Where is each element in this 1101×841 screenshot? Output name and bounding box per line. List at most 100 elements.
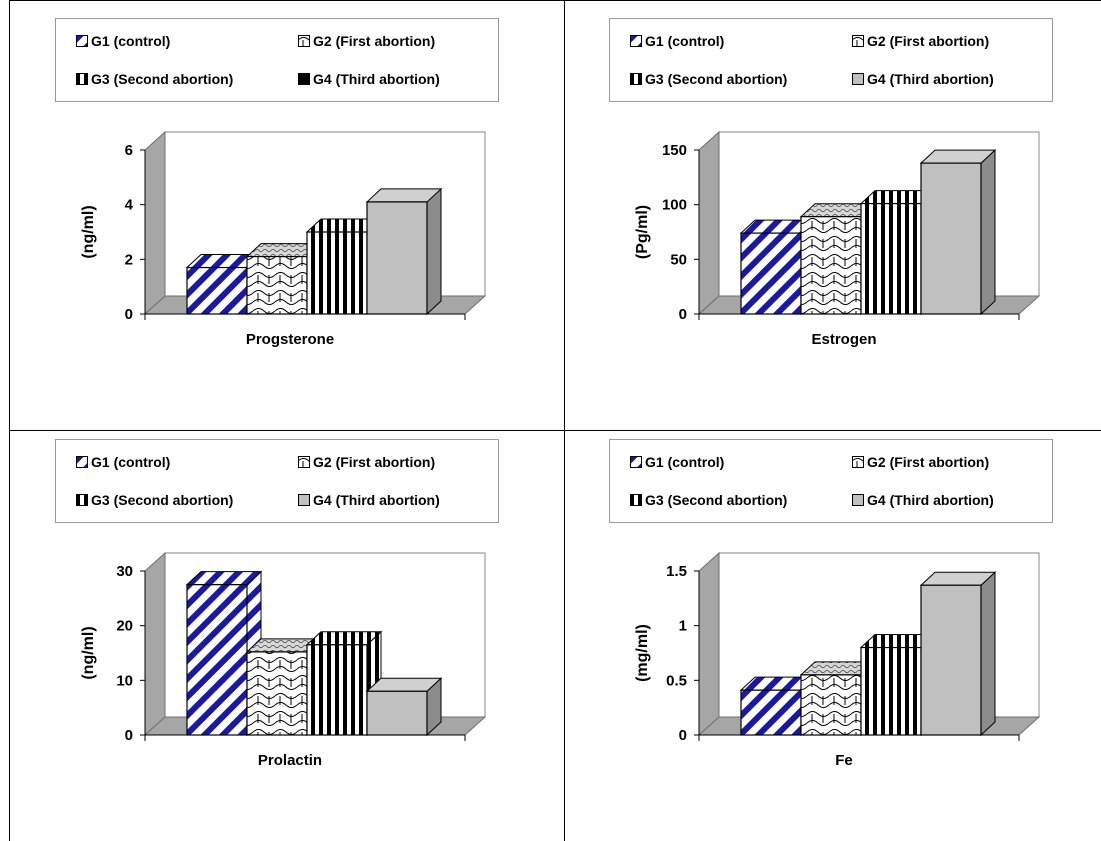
bar-g4: [365, 677, 443, 737]
y-tick-label: 6: [125, 142, 133, 159]
bar-front-g2: [246, 256, 308, 315]
legend-swatch-g4: [852, 73, 864, 85]
legend-swatch-g3: [76, 494, 88, 506]
legend-item-g1: G1 (control): [76, 33, 170, 49]
legend-swatch-g1: [630, 456, 642, 468]
y-axis-label: (mg/ml): [634, 624, 651, 682]
chart-side-wall: [698, 551, 720, 737]
y-tick-label: 1.5: [666, 563, 687, 580]
chart-legend: G1 (control) G2 (First abortion) G3 (Sec…: [55, 439, 499, 523]
chart-panel-fe: G1 (control) G2 (First abortion) G3 (Sec…: [609, 439, 1079, 829]
legend-swatch-g4: [298, 73, 310, 85]
x-category-label: Prolactin: [258, 752, 322, 769]
y-tick-label: 0: [679, 727, 687, 744]
bar-front-g1: [186, 266, 248, 315]
legend-item-g4: G4 (Third abortion): [852, 71, 994, 87]
figure-frame: [9, 0, 1101, 841]
bar-front-g4: [366, 201, 428, 315]
legend-swatch-g1: [76, 456, 88, 468]
frame-top-border: [9, 0, 1101, 1]
bar-front-g2: [800, 216, 862, 315]
legend-item-g3: G3 (Second abortion): [76, 71, 233, 87]
chart-side-wall: [698, 130, 720, 316]
chart-svg: 0 0.5 1 1.5 (mg/ml) Fe: [634, 551, 1041, 769]
x-category-label: Fe: [835, 752, 853, 769]
legend-label-g1: G1 (control): [645, 454, 725, 470]
bar-front-g4: [920, 584, 982, 736]
chart-legend: G1 (control) G2 (First abortion) G3 (Sec…: [609, 439, 1053, 523]
bar-side-g4: [426, 187, 442, 316]
legend-swatch-g4: [298, 494, 310, 506]
bar-front-g3: [860, 646, 922, 736]
y-axis-label: (ng/ml): [80, 626, 97, 679]
bar-front-g2: [246, 651, 308, 736]
chart-svg: 0 10 20 30 (ng/ml) Prolactin: [80, 551, 487, 769]
legend-label-g3: G3 (Second abortion): [91, 492, 234, 508]
chart-panel-prolactin: G1 (control) G2 (First abortion) G3 (Sec…: [55, 439, 525, 829]
legend-label-g3: G3 (Second abortion): [645, 492, 788, 508]
bar-front-g4: [366, 690, 428, 736]
legend-label-g2: G2 (First abortion): [867, 454, 990, 470]
y-tick-label: 30: [116, 563, 133, 580]
legend-swatch-g3: [630, 494, 642, 506]
legend-item-g4: G4 (Third abortion): [298, 71, 440, 87]
legend-swatch-g4: [852, 494, 864, 506]
legend-label-g4: G4 (Third abortion): [867, 492, 994, 508]
legend-swatch-g2: [298, 35, 310, 47]
y-tick-label: 0.5: [666, 672, 687, 689]
legend-swatch-g2: [852, 35, 864, 47]
legend-label-g2: G2 (First abortion): [867, 33, 990, 49]
legend-label-g4: G4 (Third abortion): [313, 71, 440, 87]
legend-label-g3: G3 (Second abortion): [91, 71, 234, 87]
legend-label-g4: G4 (Third abortion): [313, 492, 440, 508]
frame-middle-vertical: [564, 0, 565, 841]
x-category-label: Progsterone: [246, 331, 334, 348]
legend-swatch-g3: [76, 73, 88, 85]
bar-front-g4: [920, 162, 982, 315]
bar-g3: [305, 630, 383, 737]
frame-left-border: [9, 0, 10, 841]
legend-item-g4: G4 (Third abortion): [298, 492, 440, 508]
legend-label-g1: G1 (control): [91, 33, 171, 49]
y-tick-label: 150: [662, 142, 687, 159]
chart-panel-progesterone: G1 (control) G2 (First abortion) G3 (Sec…: [55, 18, 525, 408]
legend-item-g3: G3 (Second abortion): [630, 71, 787, 87]
x-category-label: Estrogen: [811, 331, 876, 348]
y-axis-label: (ng/ml): [80, 205, 97, 258]
legend-item-g4: G4 (Third abortion): [852, 492, 994, 508]
bar-side-g4: [980, 571, 996, 737]
chart-svg: 0 2 4 6 (ng/ml) Progsterone: [80, 130, 487, 348]
chart-legend: G1 (control) G2 (First abortion) G3 (Sec…: [609, 18, 1053, 102]
y-tick-label: 0: [125, 727, 133, 744]
legend-item-g2: G2 (First abortion): [298, 454, 435, 470]
bar-front-g3: [860, 202, 922, 315]
legend-label-g2: G2 (First abortion): [313, 33, 436, 49]
legend-swatch-g1: [630, 35, 642, 47]
legend-item-g1: G1 (control): [76, 454, 170, 470]
bar-side-g4: [980, 148, 996, 316]
bar-front-g2: [800, 674, 862, 736]
legend-label-g1: G1 (control): [91, 454, 171, 470]
chart-side-wall: [144, 551, 166, 737]
legend-item-g3: G3 (Second abortion): [630, 492, 787, 508]
bar-g4: [365, 187, 443, 316]
bar-front-g1: [740, 232, 802, 315]
y-tick-label: 0: [679, 306, 687, 323]
y-tick-label: 4: [125, 197, 134, 214]
legend-swatch-g2: [298, 456, 310, 468]
bar-g4: [919, 148, 997, 316]
legend-item-g2: G2 (First abortion): [852, 33, 989, 49]
legend-label-g1: G1 (control): [645, 33, 725, 49]
y-tick-label: 100: [662, 197, 687, 214]
y-tick-label: 10: [116, 672, 133, 689]
legend-swatch-g3: [630, 73, 642, 85]
y-tick-label: 20: [116, 618, 133, 635]
legend-swatch-g1: [76, 35, 88, 47]
chart-side-wall: [144, 130, 166, 316]
y-axis-label: (Pg/ml): [634, 205, 651, 259]
legend-item-g3: G3 (Second abortion): [76, 492, 233, 508]
bar-front-g3: [306, 231, 368, 315]
legend-label-g2: G2 (First abortion): [313, 454, 436, 470]
y-tick-label: 2: [125, 251, 133, 268]
frame-middle-horizontal: [9, 430, 1101, 431]
